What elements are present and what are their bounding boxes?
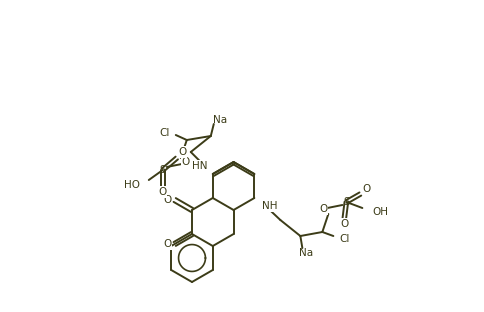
Text: O: O — [159, 187, 167, 197]
Text: HN: HN — [192, 161, 208, 171]
Text: S: S — [159, 165, 166, 175]
Text: O: O — [164, 239, 172, 249]
Text: OH: OH — [372, 207, 388, 217]
Text: O: O — [319, 204, 328, 214]
Text: O: O — [164, 195, 172, 205]
Text: O: O — [182, 157, 190, 167]
Text: O: O — [362, 184, 370, 194]
Text: Na: Na — [299, 248, 314, 258]
Text: HO: HO — [124, 180, 140, 190]
Text: Na: Na — [213, 115, 227, 125]
Text: Cl: Cl — [159, 128, 170, 138]
Text: NH: NH — [262, 201, 277, 211]
Text: S: S — [343, 197, 349, 207]
Text: O: O — [340, 219, 348, 229]
Text: Cl: Cl — [339, 234, 350, 244]
Text: O: O — [179, 147, 187, 157]
